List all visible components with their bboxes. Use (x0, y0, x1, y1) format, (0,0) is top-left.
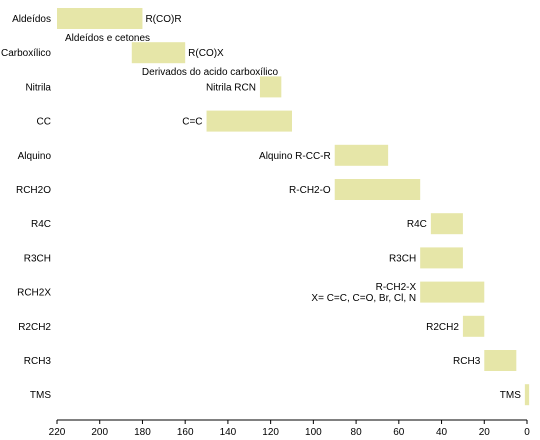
category-label: RCH2O (16, 185, 51, 196)
bar-annotation: Alquino R-CC-R (259, 151, 331, 162)
bar-annotation: RCH3 (453, 356, 481, 367)
bar-1 (131, 42, 186, 64)
x-tick-label: 220 (49, 427, 66, 438)
category-label: TMS (30, 390, 51, 401)
bar-8 (420, 281, 485, 303)
bar-5 (334, 179, 421, 200)
bar-annotation: Derivados do acido carboxílico (142, 67, 279, 78)
bar-annotation: TMS (500, 390, 521, 401)
x-tick-label: 140 (220, 427, 237, 438)
x-tick-label: 60 (393, 427, 405, 438)
x-tick-label: 40 (436, 427, 448, 438)
category-labels: Aldeídos Carboxílico Nitrila CC Alquino RCH2O… (1, 14, 51, 401)
bar-annotation: R(CO)X (188, 48, 224, 59)
bar-10 (484, 350, 517, 371)
bar-annotation: R-CH2-X (376, 282, 417, 293)
bar-3 (206, 110, 292, 132)
bar-annotation: R2CH2 (426, 322, 459, 333)
category-label: CC (37, 117, 51, 128)
bar-annotation: R3CH (389, 253, 416, 264)
bar-annotation: R-CH2-O (289, 185, 331, 196)
bar-4 (334, 144, 389, 166)
bar-0 (57, 8, 143, 29)
category-label: Carboxílico (1, 48, 51, 59)
category-label: R2CH2 (18, 322, 51, 333)
category-label: Aldeídos (12, 14, 51, 25)
bar-annotation: R(CO)R (145, 14, 181, 25)
x-tick-label: 120 (262, 427, 279, 438)
bar-11 (524, 384, 530, 406)
category-label: R4C (31, 219, 51, 230)
bar-annotation: Aldeídos e cetones (65, 33, 150, 44)
bar-7 (420, 247, 463, 269)
bar-9 (462, 315, 485, 337)
x-tick-label: 80 (351, 427, 363, 438)
x-tick-label: 0 (524, 427, 530, 438)
bar-annotation: C=C (182, 117, 202, 128)
x-axis: 220 200 180 160 140 120 100 80 60 40 20 0 (49, 419, 530, 438)
category-label: Alquino (18, 151, 52, 162)
bar-annotation: R4C (407, 219, 427, 230)
category-label: RCH2X (17, 288, 51, 299)
x-tick-label: 100 (305, 427, 322, 438)
category-label: R3CH (24, 253, 51, 264)
bar-annotations: R(CO)R Aldeídos e cetones R(CO)X Derivados … (65, 14, 521, 401)
category-label: RCH3 (24, 356, 52, 367)
x-tick-label: 160 (177, 427, 194, 438)
x-tick-label: 180 (134, 427, 151, 438)
x-tick-label: 200 (91, 427, 108, 438)
bar-2 (259, 76, 282, 98)
bar-6 (430, 213, 463, 235)
bar-annotation: Nitrila RCN (206, 82, 256, 93)
bars-layer (57, 8, 530, 406)
category-label: Nitrila (25, 82, 51, 93)
x-tick-label: 20 (479, 427, 491, 438)
bar-annotation: X= C=C, C=O, Br, Cl, N (311, 293, 416, 304)
